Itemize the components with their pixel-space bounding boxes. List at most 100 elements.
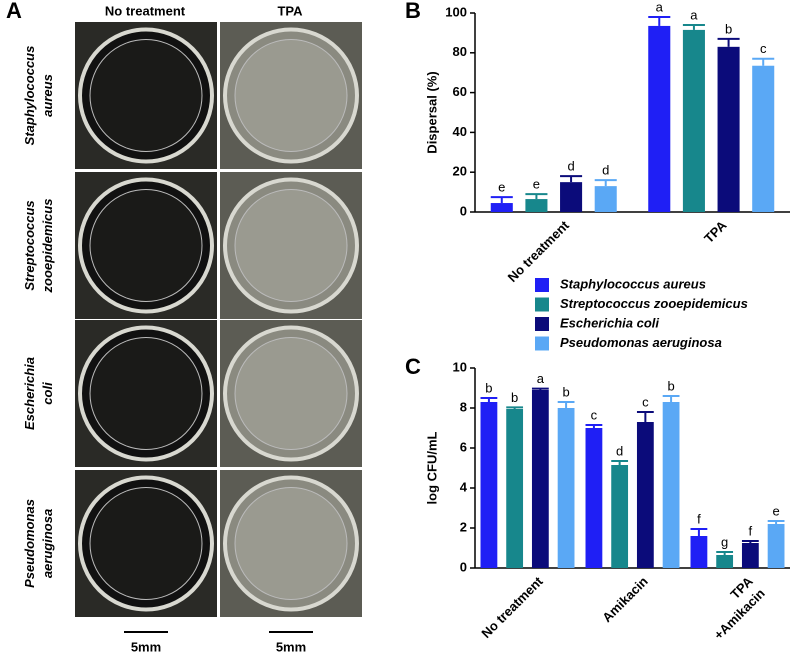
y-tick-label: 6 — [460, 439, 467, 454]
significance-letter: b — [511, 390, 518, 405]
bar — [490, 203, 513, 212]
bar — [560, 182, 583, 212]
significance-letter: b — [667, 378, 674, 393]
column-label: No treatment — [105, 3, 186, 18]
bar — [648, 25, 671, 213]
bar — [741, 543, 759, 568]
y-tick-label: 100 — [445, 4, 467, 19]
y-tick-label: 80 — [453, 44, 467, 59]
column-label: TPA — [277, 3, 303, 18]
x-tick-label: TPA+Amikacin — [699, 574, 768, 643]
bar — [480, 402, 498, 568]
scale-label: 5mm — [276, 639, 306, 654]
well-inner — [234, 39, 348, 152]
panel-label: C — [405, 354, 421, 379]
panel-label: B — [405, 0, 421, 23]
panel-label: A — [6, 0, 22, 23]
row-label-line: aeruginosa — [40, 509, 55, 578]
x-tick-label: No treatment — [505, 217, 573, 285]
x-tick-label: Amikacin — [600, 574, 652, 626]
row-label-line: zooepidemicus — [40, 199, 55, 294]
bar — [662, 402, 680, 568]
x-tick-label-line: TPA — [701, 218, 730, 247]
y-tick-label: 10 — [453, 359, 467, 374]
legend-label: Streptococcus zooepidemicus — [560, 296, 748, 311]
significance-letter: g — [721, 534, 728, 549]
row-label-line: Staphylococcus — [22, 46, 37, 146]
bar — [611, 465, 629, 568]
x-tick-label-line: No treatment — [505, 217, 573, 285]
row-label-line: aureus — [40, 74, 55, 117]
bar — [531, 390, 549, 568]
x-tick-label-line: No treatment — [479, 573, 547, 641]
legend-swatch — [535, 317, 549, 331]
bar — [594, 186, 617, 212]
legend-label: Pseudomonas aeruginosa — [560, 335, 722, 350]
row-label-line: Pseudomonas — [22, 499, 37, 588]
y-tick-label: 20 — [453, 164, 467, 179]
bar — [767, 524, 785, 568]
significance-letter: b — [485, 380, 492, 395]
row-label-line: Escherichia — [22, 357, 37, 430]
bar — [717, 46, 740, 212]
scale-label: 5mm — [131, 639, 161, 654]
row-label-line: Streptococcus — [22, 200, 37, 290]
significance-letter: d — [567, 159, 574, 174]
legend-swatch — [535, 297, 549, 312]
significance-letter: c — [642, 394, 649, 409]
y-tick-label: 4 — [460, 479, 468, 494]
significance-letter: c — [591, 407, 598, 422]
bar — [636, 422, 654, 568]
significance-letter: d — [602, 163, 609, 178]
well-inner — [89, 189, 203, 302]
bar — [585, 428, 603, 568]
legend-swatch — [535, 336, 549, 351]
well-inner — [89, 39, 203, 152]
y-tick-label: 0 — [460, 559, 467, 574]
significance-letter: c — [760, 41, 767, 56]
significance-letter: e — [772, 503, 779, 518]
bar — [682, 29, 705, 213]
y-tick-label: 40 — [453, 124, 467, 139]
significance-letter: a — [537, 371, 545, 386]
legend-swatch — [535, 278, 549, 292]
significance-letter: a — [690, 7, 698, 22]
y-tick-label: 2 — [460, 519, 467, 534]
bar — [506, 409, 524, 568]
y-axis-label: Dispersal (%) — [424, 71, 439, 153]
well-inner — [89, 487, 203, 600]
significance-letter: e — [498, 180, 505, 195]
significance-letter: b — [562, 384, 569, 399]
significance-letter: d — [616, 443, 623, 458]
bar — [716, 555, 734, 568]
well-inner — [234, 189, 348, 302]
row-label-line: coli — [40, 382, 55, 405]
legend-label: Escherichia coli — [560, 315, 659, 330]
well-inner — [234, 337, 348, 450]
significance-letter: f — [697, 511, 701, 526]
bar — [557, 408, 575, 568]
bar — [690, 536, 708, 568]
bar — [752, 65, 775, 212]
well-inner — [89, 337, 203, 450]
x-tick-label: No treatment — [479, 573, 547, 641]
y-tick-label: 0 — [460, 203, 467, 218]
row-label: Streptococcus zooepidemicus — [22, 199, 55, 294]
significance-letter: a — [656, 0, 664, 14]
significance-letter: e — [533, 177, 540, 192]
y-tick-label: 60 — [453, 84, 467, 99]
significance-letter: b — [725, 21, 732, 36]
y-axis-label: log CFU/mL — [424, 431, 439, 504]
well-inner — [234, 487, 348, 600]
x-tick-label: TPA — [701, 218, 730, 247]
row-label: Pseudomonas aeruginosa — [22, 499, 55, 588]
row-label: Escherichia coli — [22, 357, 55, 430]
legend-label: Staphylococcus aureus — [560, 276, 706, 291]
significance-letter: f — [749, 523, 753, 538]
row-label: Staphylococcus aureus — [22, 46, 55, 146]
x-tick-label-line: Amikacin — [600, 574, 652, 626]
bar — [525, 199, 548, 212]
y-tick-label: 8 — [460, 399, 467, 414]
